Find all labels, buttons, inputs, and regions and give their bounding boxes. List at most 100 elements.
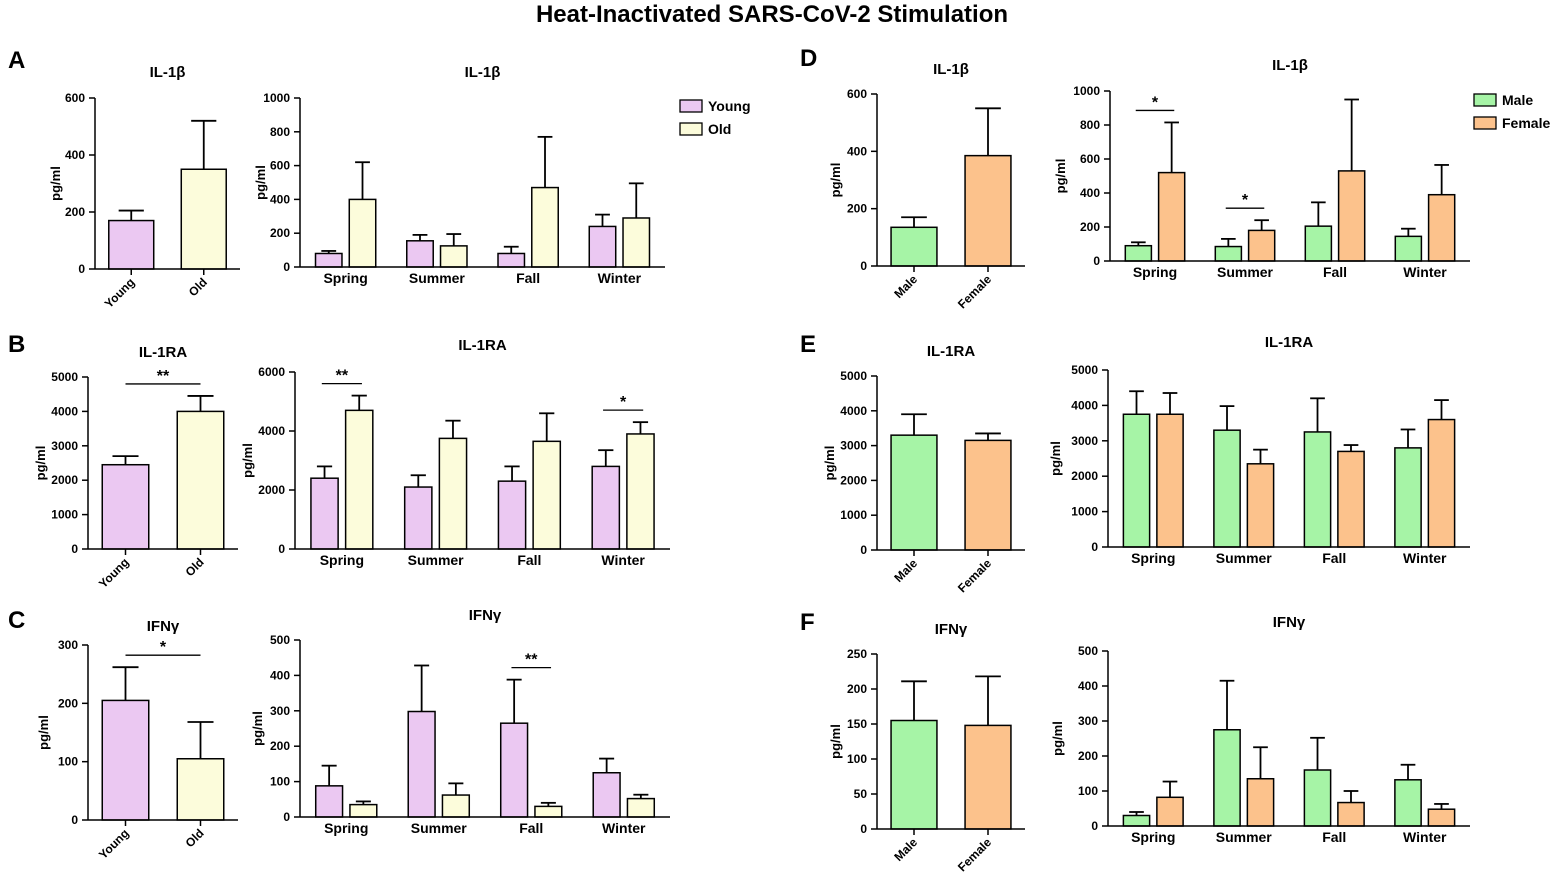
bar [101, 699, 150, 821]
y-tick-label: 5000 [51, 370, 78, 384]
chart-a1: A IL-1β pg/ml 0 200 400 600 Young Old [8, 47, 240, 311]
legend-swatch [1473, 93, 1497, 107]
bar [531, 186, 559, 268]
chart-b2: IL-1RA pg/ml 0 2000 4000 6000 Spring Summer Fall… [240, 337, 670, 568]
y-tick-label: 500 [270, 633, 290, 647]
bar [176, 410, 225, 550]
y-tick-label: 1000 [263, 91, 290, 105]
legend-label: Male [1502, 92, 1533, 108]
y-tick-label: 5000 [840, 369, 867, 383]
y-tick-label: 200 [847, 202, 867, 216]
bar [1122, 814, 1151, 827]
y-tick-label: 200 [270, 226, 290, 240]
y-tick-label: 400 [65, 148, 85, 162]
x-tick-label: Old [183, 826, 207, 850]
x-tick-label: Fall [1322, 550, 1346, 566]
bar [1213, 729, 1241, 827]
x-tick-label: Summer [408, 552, 465, 568]
chart-d2: IL-1β pg/ml 0 200 400 600 800 1000 Spring Summer F… [1053, 57, 1470, 280]
significance-star: * [1152, 94, 1159, 111]
chart-a2: IL-1β pg/ml 0 200 400 600 800 1000 Spring Summer F… [253, 64, 665, 286]
chart-d1: D IL-1β pg/ml 0 200 400 600 Male Female [800, 45, 1025, 311]
significance-star: * [1242, 192, 1249, 209]
bar [1246, 778, 1275, 827]
y-tick-label: 100 [270, 775, 290, 789]
x-tick-label: Fall [1322, 829, 1346, 845]
bar [403, 486, 433, 550]
y-tick-label: 1000 [1071, 505, 1098, 519]
y-tick-label: 200 [270, 739, 290, 753]
y-tick-label: 1000 [51, 508, 78, 522]
chart-title: IL-1β [1272, 57, 1308, 74]
y-tick-label: 300 [1078, 714, 1098, 728]
x-tick-label: Old [186, 275, 210, 299]
y-tick-label: 5000 [1071, 363, 1098, 377]
y-tick-label: 3000 [840, 439, 867, 453]
y-tick-label: 1000 [840, 508, 867, 522]
x-tick-label: Fall [519, 820, 543, 836]
legend-a: Young Old [679, 98, 751, 137]
y-tick-label: 300 [58, 638, 78, 652]
bar [964, 439, 1012, 551]
bar [1303, 769, 1332, 827]
legend-label: Old [708, 121, 731, 137]
figure-title: Heat-Inactivated SARS-CoV-2 Stimulation [536, 1, 1008, 28]
y-tick-label: 3000 [51, 439, 78, 453]
bar [314, 785, 344, 818]
bar [622, 217, 651, 268]
bar [1394, 779, 1422, 827]
y-tick-label: 200 [65, 205, 85, 219]
y-tick-label: 800 [1080, 118, 1100, 132]
bar [310, 477, 339, 550]
bar [314, 252, 343, 268]
chart-c1: C IFNγ pg/ml 0 100 200 300 Young Old * [8, 607, 238, 862]
y-tick-label: 400 [270, 668, 290, 682]
chart-f2: IFNγ pg/ml 0 100 200 300 400 500 Spring Summer Fal… [1050, 614, 1470, 845]
bar [626, 797, 656, 818]
y-tick-label: 3000 [1071, 434, 1098, 448]
y-tick-label: 800 [270, 125, 290, 139]
y-tick-label: 0 [283, 810, 290, 824]
bar [1304, 225, 1333, 262]
bar [534, 805, 563, 818]
y-tick-label: 0 [71, 813, 78, 827]
bar [890, 719, 938, 830]
x-tick-label: Winter [1403, 829, 1447, 845]
bar [349, 803, 378, 818]
x-tick-label: Winter [1403, 264, 1447, 280]
x-tick-label: Spring [1131, 829, 1175, 845]
bar [497, 252, 526, 268]
y-tick-label: 0 [278, 542, 285, 556]
y-tick-label: 200 [58, 696, 78, 710]
bar [1427, 808, 1456, 827]
x-tick-label: Summer [1216, 829, 1273, 845]
x-tick-label: Winter [602, 820, 646, 836]
bar [1157, 171, 1186, 262]
significance-star: ** [525, 652, 538, 669]
y-tick-label: 2000 [1071, 469, 1098, 483]
y-tick-label: 4000 [51, 404, 78, 418]
y-tick-label: 500 [1078, 644, 1098, 658]
x-tick-label: Spring [323, 270, 367, 286]
y-tick-label: 4000 [840, 404, 867, 418]
y-tick-label: 0 [1093, 254, 1100, 268]
y-tick-label: 0 [78, 262, 85, 276]
y-tick-label: 0 [860, 543, 867, 557]
bar [101, 463, 150, 550]
x-tick-label: Male [891, 835, 920, 864]
bar [497, 480, 527, 550]
bar [1337, 170, 1366, 262]
chart-title: IL-1β [465, 64, 501, 81]
chart-title: IFNγ [147, 618, 180, 635]
y-tick-label: 250 [847, 647, 867, 661]
y-tick-label: 50 [854, 787, 868, 801]
y-tick-label: 200 [847, 682, 867, 696]
bar [1394, 235, 1423, 262]
bar [180, 168, 227, 270]
legend-label: Female [1502, 115, 1550, 131]
chart-c2: IFNγ pg/ml 0 100 200 300 400 500 Spring Summer Fal… [250, 607, 670, 836]
y-axis-label: pg/ml [828, 163, 843, 198]
chart-b1: B IL-1RA pg/ml 0 1000 2000 3000 4000 5000 Young Ol… [8, 331, 238, 591]
panel-label: E [800, 331, 816, 358]
